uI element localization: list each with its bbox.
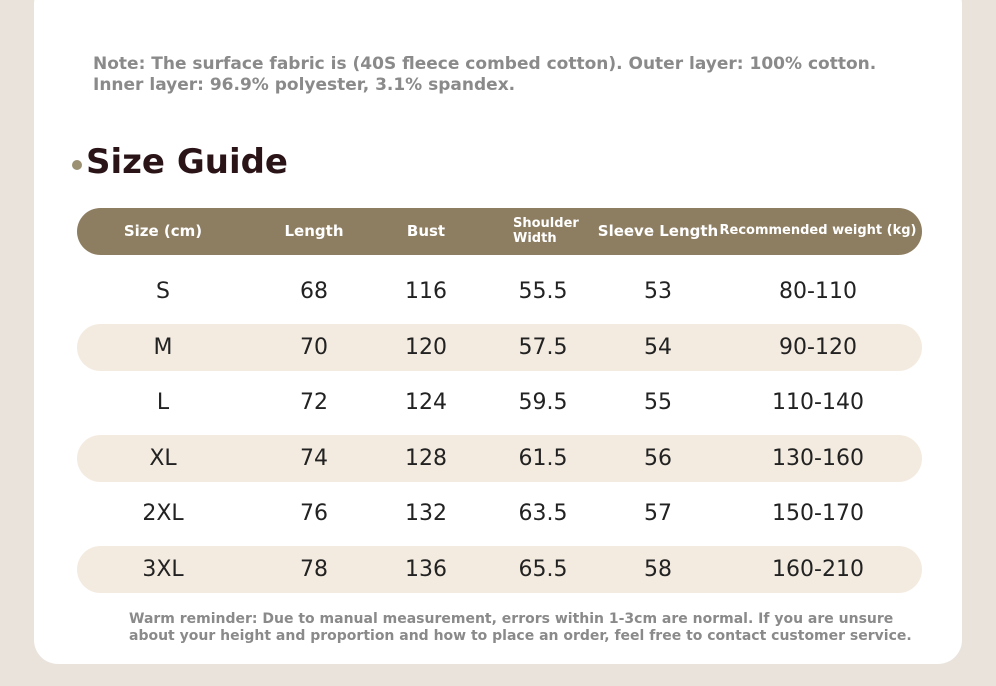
table-cell: XL <box>149 445 177 471</box>
reminder: Warm reminder: Due to manual measurement… <box>129 611 912 644</box>
table-cell: 90-120 <box>779 334 857 360</box>
table-cell: 53 <box>644 279 672 304</box>
table-cell: 59.5 <box>518 390 568 415</box>
table-cell: 3XL <box>142 556 184 582</box>
table-cell: 65.5 <box>518 556 568 582</box>
table-cell: 74 <box>300 445 328 471</box>
table-cell: 61.5 <box>518 445 568 471</box>
table-cell: 58 <box>644 556 672 582</box>
table-cell: 124 <box>405 390 447 415</box>
table-row: XL 74 128 61.5 56 130-160 <box>77 434 922 482</box>
table-cell: 57 <box>644 501 672 526</box>
table-cell: 70 <box>300 334 328 360</box>
table-cell: 78 <box>300 556 328 582</box>
table-cell: 76 <box>300 501 328 526</box>
header-cell: Shoulder Width <box>513 216 579 246</box>
section-title: Size Guide <box>86 142 288 182</box>
table-cell: 54 <box>644 334 672 360</box>
header-cell: Length <box>284 222 344 240</box>
table-cell: 110-140 <box>772 390 864 415</box>
table-cell: 132 <box>405 501 447 526</box>
header-cell: Bust <box>406 222 446 240</box>
table-row: L 72 124 59.5 55 110-140 <box>77 379 922 426</box>
table-cell: L <box>156 390 170 415</box>
header-cell: Size (cm) <box>123 222 203 240</box>
table-cell: 136 <box>405 556 447 582</box>
table-cell: 130-160 <box>772 445 864 471</box>
table-header: Size (cm) Length Bust Shoulder Width Sleeve … <box>77 208 922 255</box>
header-cell: Recommended weight (kg) <box>719 223 917 238</box>
table-cell: 160-210 <box>772 556 864 582</box>
table-cell: 63.5 <box>518 501 568 526</box>
table-cell: 72 <box>300 390 328 415</box>
table-cell: 55.5 <box>518 279 568 304</box>
table-cell: 128 <box>405 445 447 471</box>
table-row: S 68 116 55.5 53 80-110 <box>77 268 922 315</box>
table-cell: 2XL <box>142 501 184 526</box>
table-row: 2XL 76 132 63.5 57 150-170 <box>77 490 922 537</box>
table-row: 3XL 78 136 65.5 58 160-210 <box>77 545 922 593</box>
table-cell: 80-110 <box>779 279 857 304</box>
header-cell: Sleeve Length <box>597 222 719 240</box>
table-cell: 68 <box>300 279 328 304</box>
table-cell: M <box>153 334 173 360</box>
table-row: M 70 120 57.5 54 90-120 <box>77 323 922 371</box>
table-cell: 116 <box>405 279 447 304</box>
note: Note: The surface fabric is (40S fleece … <box>93 54 877 95</box>
table-cell: 120 <box>405 334 447 360</box>
table-cell: 56 <box>644 445 672 471</box>
table-cell: 57.5 <box>518 334 568 360</box>
table-cell: 55 <box>644 390 672 415</box>
bullet <box>72 160 82 170</box>
table-cell: S <box>156 279 170 304</box>
table-cell: 150-170 <box>772 501 864 526</box>
